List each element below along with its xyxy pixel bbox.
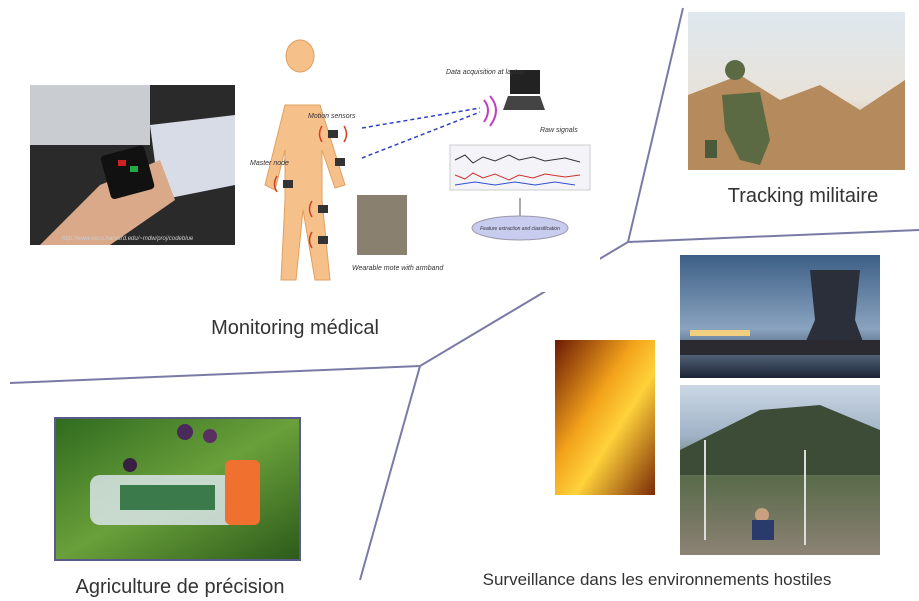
panel-label: Surveillance dans les environnements hos… <box>483 570 832 589</box>
annotation: Feature extraction and classification <box>480 226 560 232</box>
annotation: Master node <box>250 160 289 167</box>
slide: Data acquisition at laptop Motion sensor… <box>0 0 919 601</box>
power-plant-photo <box>680 255 880 378</box>
military-photo <box>688 12 905 170</box>
fire-photo <box>555 340 655 495</box>
volcano-photo <box>680 385 880 555</box>
panel-label: Tracking militaire <box>728 185 878 207</box>
annotation: Wearable mote with armband <box>352 265 444 272</box>
panel-label: Monitoring médical <box>211 317 379 339</box>
agriculture-photo <box>55 418 300 560</box>
annotation: Motion sensors <box>308 113 356 120</box>
panel-label: Agriculture de précision <box>76 576 285 598</box>
annotation: http://www.eecs.harvard.edu/~mdw/proj/co… <box>62 236 194 242</box>
wrist-photo <box>30 85 235 245</box>
annotation: Raw signals <box>540 127 578 134</box>
annotation: Data acquisition at laptop <box>446 69 525 76</box>
